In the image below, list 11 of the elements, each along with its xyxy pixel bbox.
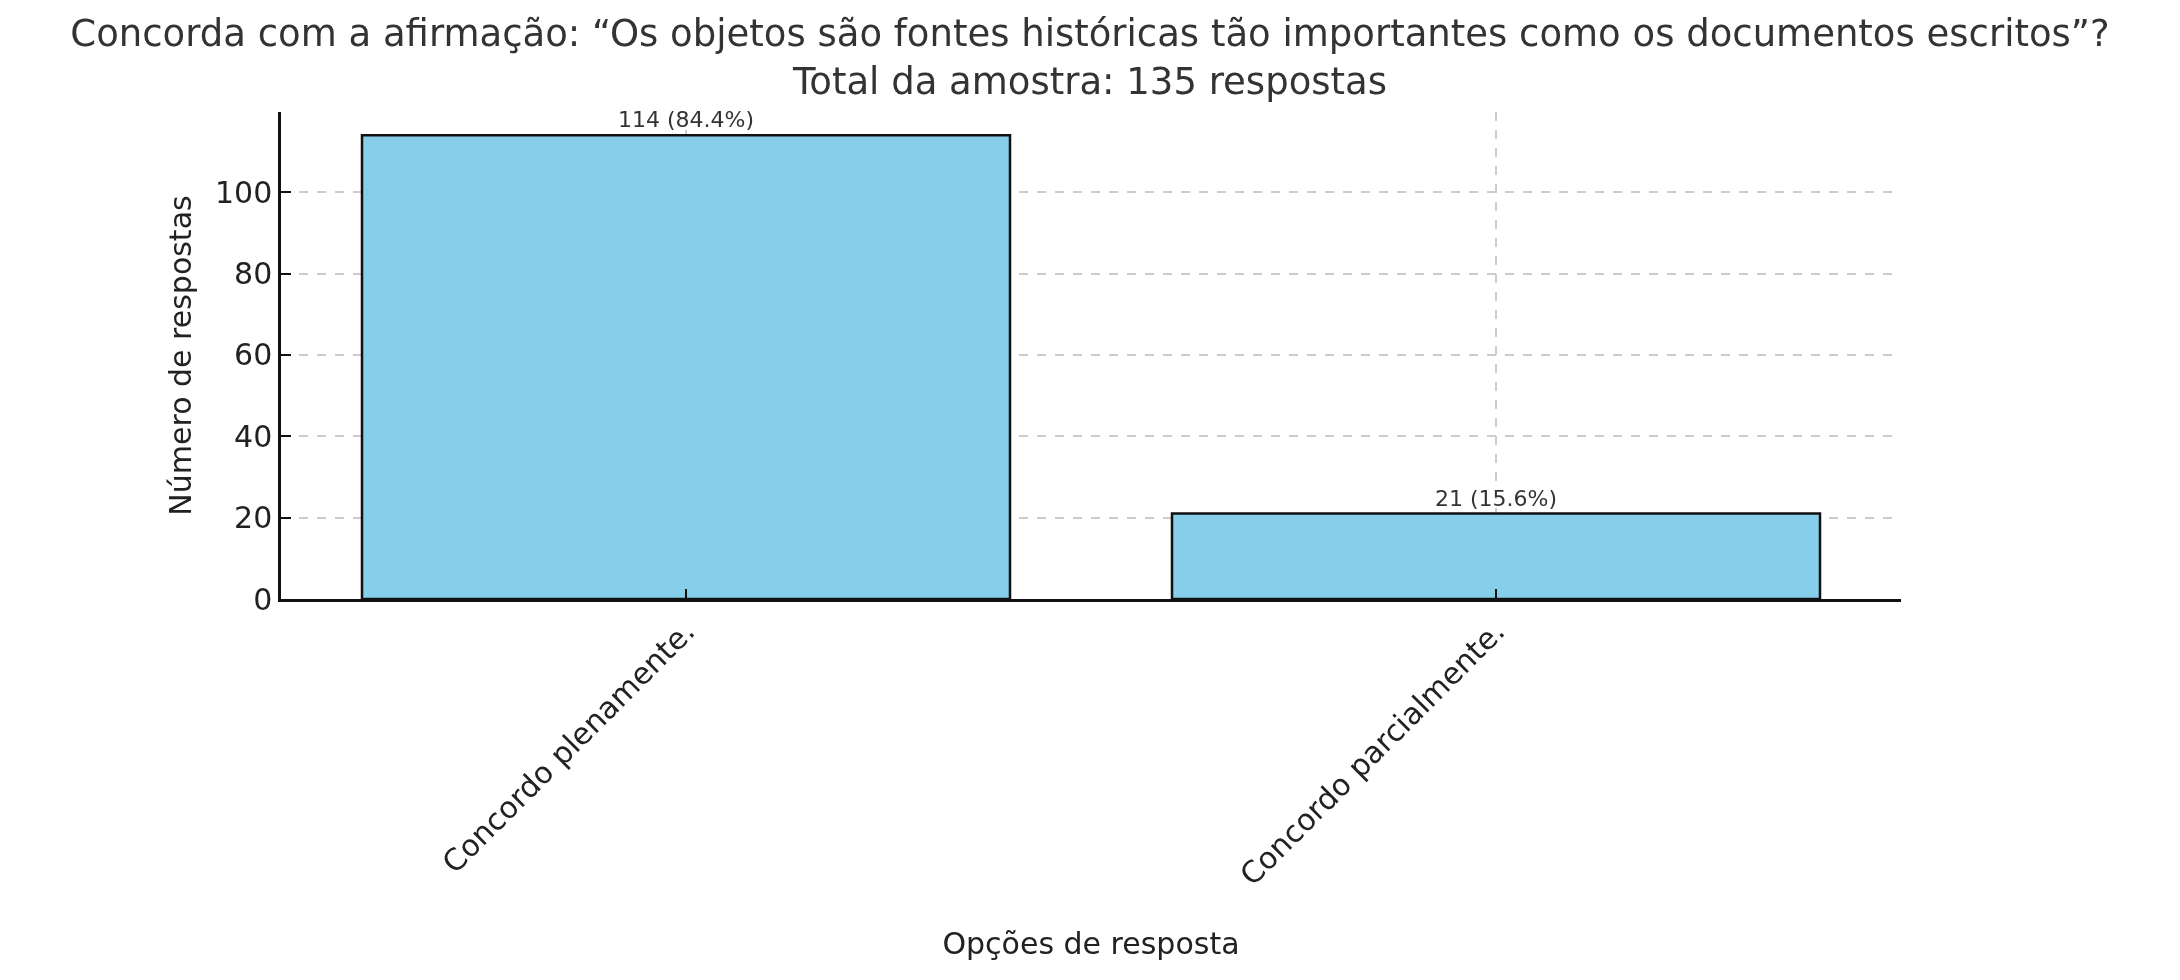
y-tick-label: 60 (234, 337, 273, 373)
y-tick-label: 100 (214, 174, 273, 210)
chart-title: Concorda com a afirmação: “Os objetos são fontes históricas tão importantes como os documentos escritos”? Total da amostra: 135 respostas (70, 12, 2110, 104)
data-label: 21 (15.6%) (1434, 485, 1558, 511)
y-axis-title: Número de respostas (162, 195, 198, 516)
y-tick-label: 80 (234, 256, 273, 292)
y-tick-label: 40 (234, 418, 273, 454)
y-tick-label: 20 (234, 500, 273, 536)
y-tick-label: 0 (253, 581, 273, 617)
data-label: 114 (84.4%) (617, 107, 755, 133)
x-axis-title: Opções de resposta (942, 925, 1240, 961)
